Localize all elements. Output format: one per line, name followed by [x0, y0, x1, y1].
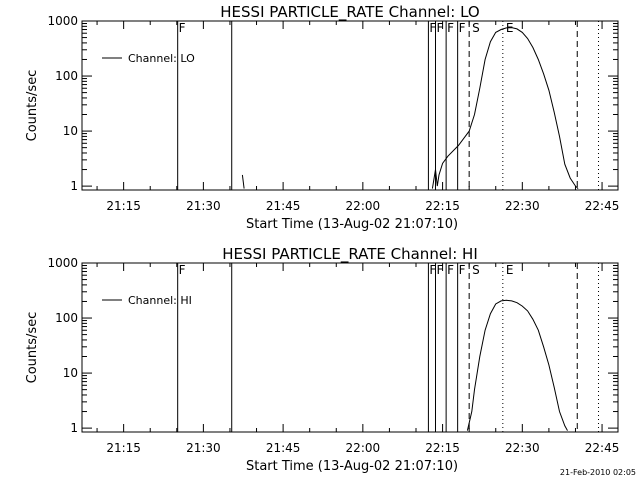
event-label-S: S [472, 263, 480, 277]
x-axis-label: Start Time (13-Aug-02 21:07:10) [246, 217, 458, 232]
event-label-F: F [436, 263, 443, 277]
event-label-F: F [447, 21, 454, 35]
y-tick-label: 100 [55, 311, 78, 325]
series-line-2 [241, 174, 245, 189]
event-label-S: S [472, 21, 480, 35]
x-tick-label: 22:30 [505, 199, 540, 213]
x-tick-label: 22:45 [585, 199, 620, 213]
y-tick-label: 1000 [47, 256, 78, 270]
x-tick-label: 21:30 [186, 199, 221, 213]
x-tick-label: 22:45 [585, 441, 620, 455]
event-label-F: F [459, 263, 466, 277]
chart-title: HESSI PARTICLE_RATE Channel: LO [220, 3, 479, 22]
panel-1: HESSI PARTICLE_RATE Channel: LO Counts/se… [25, 3, 619, 232]
y-tick-label: 10 [63, 366, 78, 380]
event-label-E: E [506, 263, 514, 277]
legend-label: Channel: LO [128, 52, 195, 65]
legend-label: Channel: HI [128, 294, 192, 307]
y-tick-label: 1000 [47, 14, 78, 28]
y-tick-label: 1 [70, 421, 78, 435]
event-label-F: F [447, 263, 454, 277]
y-tick-label: 100 [55, 69, 78, 83]
x-axis-label: Start Time (13-Aug-02 21:07:10) [246, 459, 458, 474]
chart-title: HESSI PARTICLE_RATE Channel: HI [222, 245, 478, 264]
x-tick-label: 21:30 [186, 441, 221, 455]
series-line-1 [466, 299, 568, 431]
x-tick-label: 21:45 [266, 199, 301, 213]
x-tick-label: 22:00 [346, 441, 381, 455]
event-label-F: F [179, 263, 186, 277]
plot-frame [81, 262, 619, 433]
y-tick-label: 10 [63, 124, 78, 138]
x-tick-label: 22:30 [505, 441, 540, 455]
y-tick-label: 1 [70, 179, 78, 193]
y-axis-label: Counts/sec [25, 312, 40, 384]
event-label-F: F [179, 21, 186, 35]
x-tick-label: 21:15 [106, 441, 141, 455]
event-label-F: F [459, 21, 466, 35]
y-axis-label: Counts/sec [25, 70, 40, 142]
event-label-F: F [436, 21, 443, 35]
footer-timestamp: 21-Feb-2010 02:05 [560, 468, 636, 477]
plot-frame [81, 20, 619, 191]
x-tick-label: 21:15 [106, 199, 141, 213]
x-tick-label: 22:15 [425, 199, 460, 213]
event-label-F: F [429, 21, 436, 35]
x-tick-label: 22:00 [346, 199, 381, 213]
panel-2: HESSI PARTICLE_RATE Channel: HI Counts/se… [25, 245, 619, 474]
series-line-1 [431, 27, 579, 189]
event-label-F: F [429, 263, 436, 277]
x-tick-label: 22:15 [425, 441, 460, 455]
x-tick-label: 21:45 [266, 441, 301, 455]
